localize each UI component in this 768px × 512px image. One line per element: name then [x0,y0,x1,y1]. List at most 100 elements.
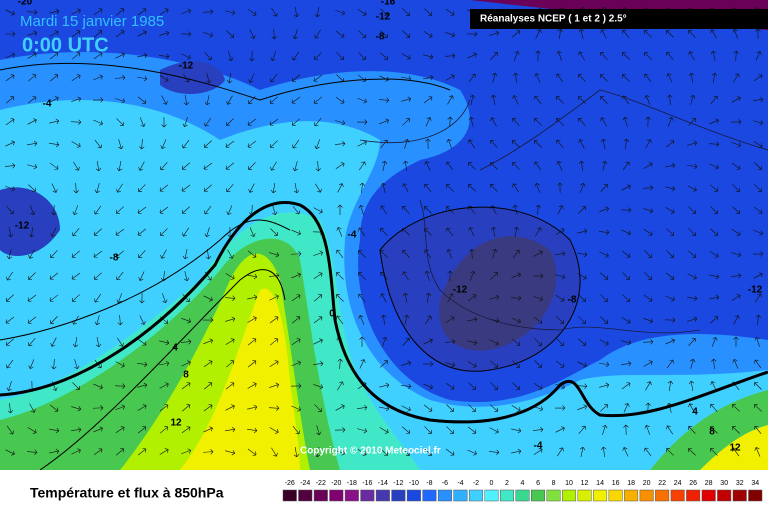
scale-label: 10 [565,480,573,487]
wind-arrow [510,295,522,301]
wind-arrow [291,294,301,302]
wind-arrow [643,162,653,169]
wind-arrow [26,9,38,15]
wind-arrow [380,182,387,193]
wind-arrow [94,139,102,149]
wind-arrow [665,162,676,169]
wind-arrow [732,206,740,214]
wind-arrow [578,51,585,61]
wind-arrow [71,8,81,15]
wind-arrow [754,447,761,457]
wind-arrow [687,140,698,146]
wind-arrow [181,382,191,390]
wind-arrow [182,117,188,128]
wind-arrow [247,404,258,410]
wind-arrow [600,138,607,149]
wind-arrow [249,29,256,39]
wind-arrow [533,382,543,390]
scale-label: 2 [505,480,509,487]
wind-arrow [182,139,190,149]
wind-arrow [600,316,609,324]
wind-arrow [557,205,564,215]
wind-arrow [753,229,763,236]
wind-arrow [49,52,59,60]
wind-arrow [92,97,104,103]
wind-arrow [226,95,233,105]
wind-arrow [753,74,763,82]
wind-arrow [272,205,278,216]
scale-label: -26 [285,480,295,487]
scale-swatch [624,489,639,502]
wind-arrow [599,206,609,212]
wind-arrow [687,185,697,192]
wind-arrow [314,404,322,412]
wind-arrow [49,8,60,15]
wind-arrow [268,405,280,411]
wind-arrow [644,52,652,60]
wind-arrow [203,404,213,412]
wind-arrow [687,273,697,280]
wind-arrow [182,206,190,214]
wind-arrow [446,184,454,192]
wind-arrow [137,75,148,82]
wind-arrow [711,337,718,347]
wind-arrow [534,161,542,171]
wind-arrow [336,315,344,325]
wind-arrow [337,204,343,216]
wind-arrow [556,338,564,346]
wind-arrow [72,337,79,348]
wind-arrow [159,30,170,36]
scale-swatch [593,489,608,502]
wind-arrow [49,118,60,124]
wind-arrow [6,206,14,215]
wind-arrow [27,294,37,302]
wind-arrow [74,359,80,370]
wind-arrow [534,360,542,368]
wind-arrow [204,205,212,215]
contour-label: -20 [18,0,33,8]
wind-arrow [752,251,764,257]
wind-arrow [5,449,15,456]
wind-arrow [314,117,322,127]
wind-arrow [358,272,366,280]
wind-arrow [247,273,258,280]
wind-arrow [423,74,434,81]
wind-arrow [600,51,608,60]
wind-arrow [492,72,498,83]
wind-arrow [94,205,102,215]
wind-arrow [359,182,365,194]
wind-arrow [512,162,520,170]
wind-arrow [293,183,300,194]
wind-arrow [315,183,322,193]
wind-arrow [137,96,147,104]
wind-arrow [356,119,368,125]
wind-arrow [159,184,169,192]
wind-arrow [580,183,586,193]
wind-arrow [753,272,763,279]
wind-arrow [358,227,366,237]
wind-arrow [118,139,124,150]
wind-arrow [578,294,586,302]
wind-arrow [445,362,456,368]
wind-arrow [578,28,585,39]
wind-arrow [115,448,125,456]
wind-arrow [621,250,631,258]
wind-arrow [115,98,126,104]
scale-swatch [577,489,592,502]
wind-arrow [445,382,455,390]
time-label: 0:00 UTC [22,34,109,56]
wind-arrow [291,338,301,346]
wind-arrow [358,204,364,215]
wind-arrow [313,294,323,302]
wind-arrow [688,51,695,61]
scale-label: -18 [347,480,357,487]
wind-arrow [754,359,762,369]
wind-arrow [71,406,82,412]
wind-arrow [468,116,474,127]
wind-arrow [71,30,81,38]
wind-arrow [577,338,587,346]
wind-arrow [556,96,564,104]
wind-arrow [337,381,344,391]
wind-arrow [72,227,80,237]
wind-arrow [578,206,587,214]
